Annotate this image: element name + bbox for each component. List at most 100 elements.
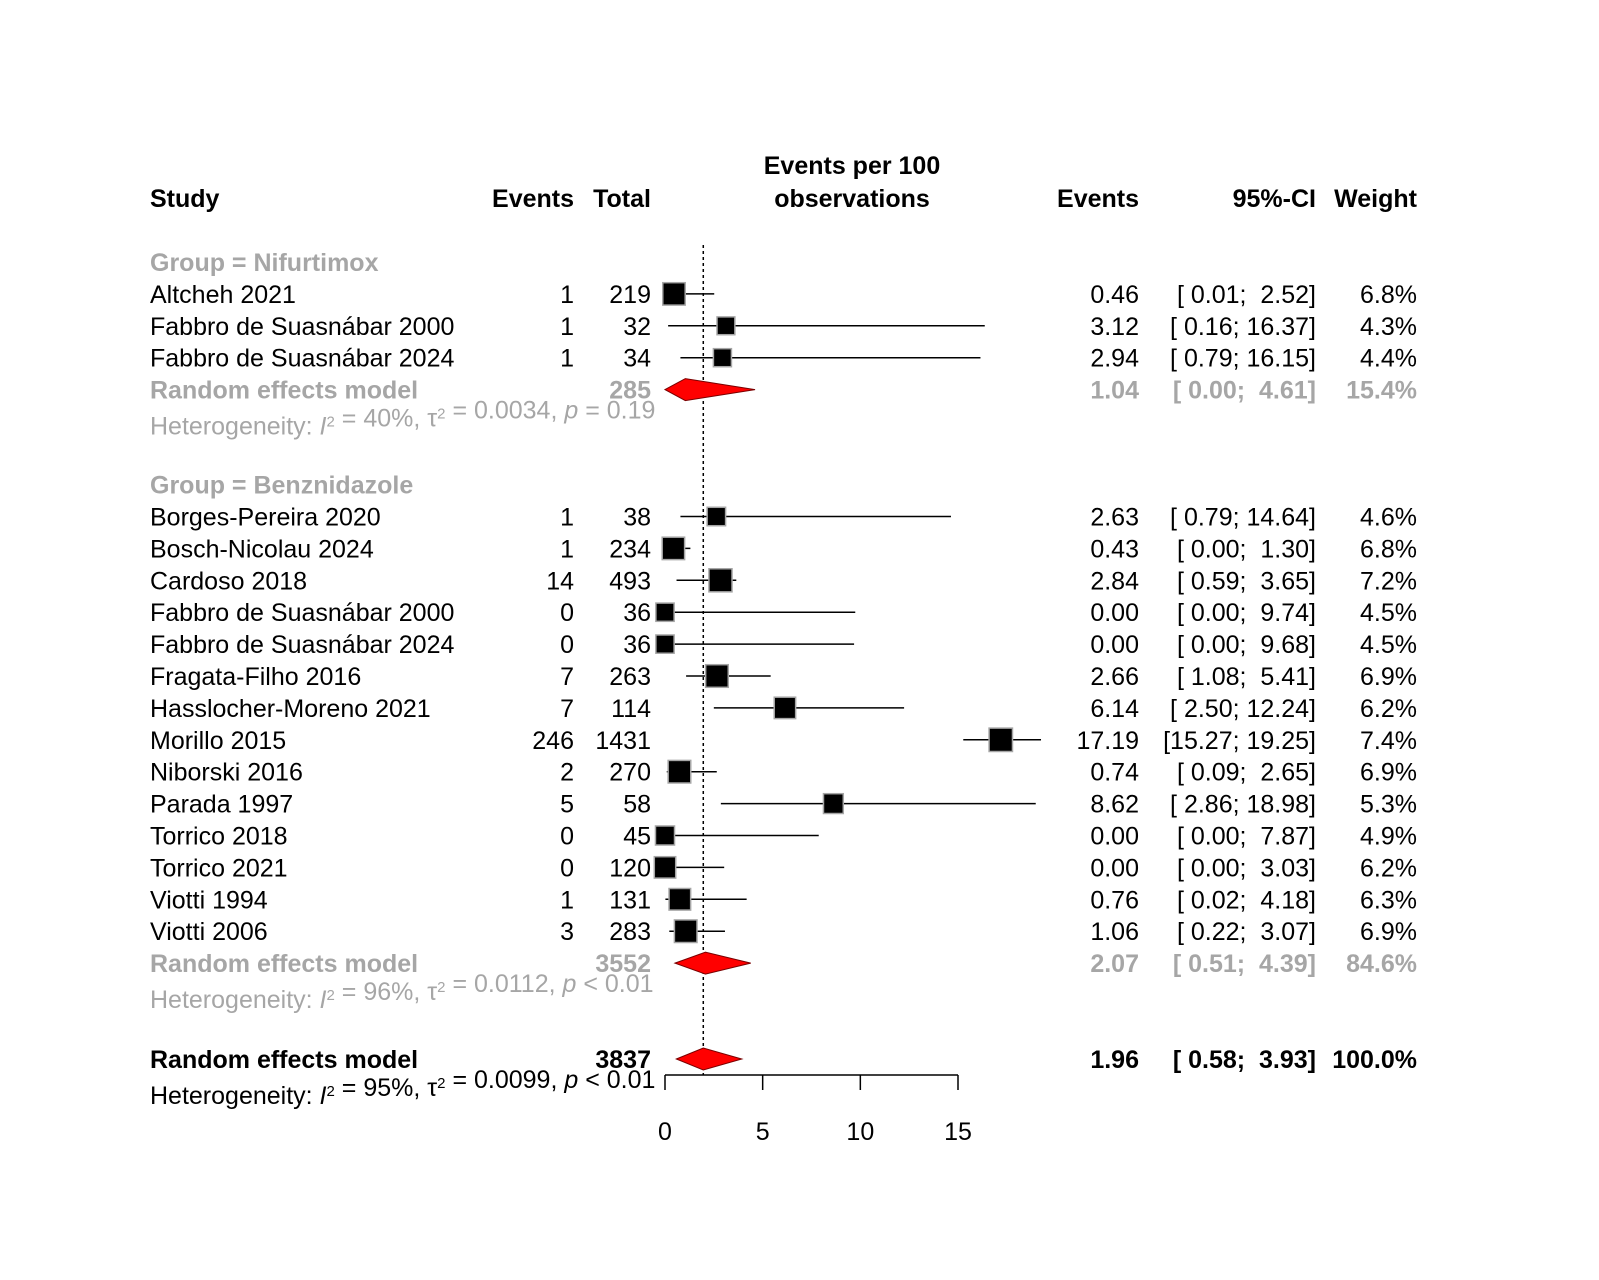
total-value: 131 xyxy=(609,886,651,914)
heterogeneity-text: Heterogeneity: I2 = 96%, τ2 = 0.0112, p … xyxy=(150,970,654,1014)
total-value: 36 xyxy=(623,631,651,659)
weight-value: 6.9% xyxy=(1360,918,1417,946)
rate-value: 8.62 xyxy=(1090,791,1139,819)
header-weight: Weight xyxy=(1334,185,1418,213)
ci-value: [ 0.59; 3.65] xyxy=(1177,567,1316,595)
rate-value: 17.19 xyxy=(1076,727,1139,755)
rate-value: 2.84 xyxy=(1090,567,1139,595)
weight-value: 6.2% xyxy=(1360,854,1417,882)
weight-value: 4.9% xyxy=(1360,823,1417,851)
group-label: Group = Nifurtimox xyxy=(150,249,379,277)
events-value: 14 xyxy=(546,567,574,595)
events-value: 0 xyxy=(560,631,574,659)
total-value: 58 xyxy=(623,791,651,819)
events-value: 0 xyxy=(560,823,574,851)
ci-value: [ 0.79; 14.64] xyxy=(1170,504,1316,532)
study-square xyxy=(706,506,727,527)
study-label: Altcheh 2021 xyxy=(150,281,296,309)
study-label: Viotti 2006 xyxy=(150,918,268,946)
weight-value: 7.4% xyxy=(1360,727,1417,755)
events-value: 246 xyxy=(532,727,574,755)
study-label: Morillo 2015 xyxy=(150,727,286,755)
model-ci: [ 0.00; 4.61] xyxy=(1173,377,1316,405)
total-value: 219 xyxy=(609,281,651,309)
study-square xyxy=(655,602,675,623)
study-label: Parada 1997 xyxy=(150,791,293,819)
weight-value: 6.3% xyxy=(1360,886,1417,914)
events-value: 0 xyxy=(560,599,574,627)
model-total: 3552 xyxy=(595,950,651,978)
total-value: 120 xyxy=(609,854,651,882)
total-value: 36 xyxy=(623,599,651,627)
weight-value: 6.8% xyxy=(1360,281,1417,309)
total-value: 32 xyxy=(623,313,651,341)
ci-value: [ 0.02; 4.18] xyxy=(1177,886,1316,914)
total-value: 38 xyxy=(623,504,651,532)
study-label: Fabbro de Suasnábar 2000 xyxy=(150,599,454,627)
study-label: Niborski 2016 xyxy=(150,759,303,787)
group-label: Group = Benznidazole xyxy=(150,472,413,500)
axis-tick-label: 0 xyxy=(658,1118,672,1146)
ci-value: [ 2.86; 18.98] xyxy=(1170,791,1316,819)
weight-value: 4.3% xyxy=(1360,313,1417,341)
study-label: Borges-Pereira 2020 xyxy=(150,504,381,532)
ci-value: [ 0.01; 2.52] xyxy=(1177,281,1316,309)
weight-value: 5.3% xyxy=(1360,791,1417,819)
rate-value: 6.14 xyxy=(1090,695,1139,723)
weight-value: 6.8% xyxy=(1360,535,1417,563)
ci-value: [ 0.79; 16.15] xyxy=(1170,345,1316,373)
study-label: Hasslocher-Moreno 2021 xyxy=(150,695,431,723)
events-value: 5 xyxy=(560,791,574,819)
rate-value: 0.43 xyxy=(1090,535,1139,563)
ci-value: [ 0.22; 3.07] xyxy=(1177,918,1316,946)
model-weight: 100.0% xyxy=(1332,1046,1417,1074)
study-label: Bosch-Nicolau 2024 xyxy=(150,535,374,563)
weight-value: 7.2% xyxy=(1360,567,1417,595)
rate-value: 0.76 xyxy=(1090,886,1139,914)
model-diamond xyxy=(663,378,756,402)
axis-tick-label: 10 xyxy=(846,1118,874,1146)
total-value: 45 xyxy=(623,823,651,851)
heterogeneity-text: Heterogeneity: I2 = 40%, τ2 = 0.0034, p … xyxy=(150,397,655,441)
model-weight: 84.6% xyxy=(1346,950,1417,978)
rows: Group = Nifurtimox Altcheh 2021 1 219 0.46 [ … xyxy=(150,245,1417,1110)
study-square xyxy=(654,825,676,846)
rate-value: 1.06 xyxy=(1090,918,1139,946)
x-axis: 0 5 10 15 xyxy=(658,1074,972,1146)
events-value: 7 xyxy=(560,663,574,691)
study-label: Torrico 2021 xyxy=(150,854,288,882)
rate-value: 2.63 xyxy=(1090,504,1139,532)
rate-value: 0.46 xyxy=(1090,281,1139,309)
study-square xyxy=(822,792,845,815)
header-total: Total xyxy=(593,185,651,213)
events-value: 1 xyxy=(560,281,574,309)
study-label: Fabbro de Suasnábar 2024 xyxy=(150,345,454,373)
study-square xyxy=(673,919,698,944)
ci-value: [ 0.00; 7.87] xyxy=(1177,823,1316,851)
rate-value: 0.00 xyxy=(1090,823,1139,851)
rate-value: 3.12 xyxy=(1090,313,1139,341)
header-rate: Events xyxy=(1057,185,1139,213)
total-value: 114 xyxy=(611,695,651,723)
weight-value: 4.6% xyxy=(1360,504,1417,532)
events-value: 1 xyxy=(560,886,574,914)
events-value: 1 xyxy=(560,345,574,373)
events-value: 1 xyxy=(560,313,574,341)
header-events: Events xyxy=(492,185,574,213)
ci-value: [ 0.16; 16.37] xyxy=(1170,313,1316,341)
model-rate: 1.96 xyxy=(1090,1046,1139,1074)
events-value: 7 xyxy=(560,695,574,723)
total-value: 263 xyxy=(609,663,651,691)
ci-value: [15.27; 19.25] xyxy=(1163,727,1316,755)
rate-value: 2.94 xyxy=(1090,345,1139,373)
study-square xyxy=(988,727,1014,753)
axis-tick-label: 15 xyxy=(944,1118,972,1146)
weight-value: 6.9% xyxy=(1360,759,1417,787)
study-label: Fabbro de Suasnábar 2024 xyxy=(150,631,454,659)
study-label: Viotti 1994 xyxy=(150,886,268,914)
study-square xyxy=(708,568,733,593)
model-label: Random effects model xyxy=(150,377,418,405)
total-value: 1431 xyxy=(595,727,651,755)
model-ci: [ 0.51; 4.39] xyxy=(1173,950,1316,978)
